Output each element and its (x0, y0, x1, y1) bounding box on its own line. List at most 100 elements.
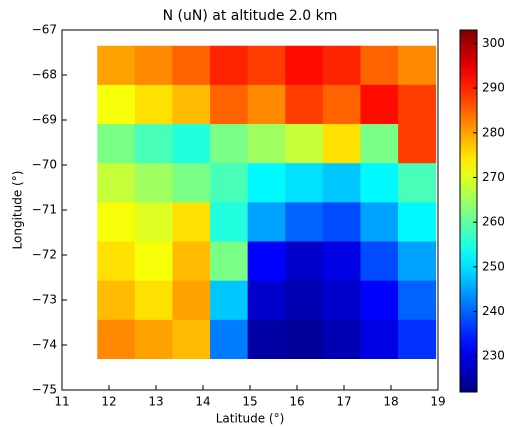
heat-cell (134, 124, 173, 164)
heat-cell (285, 124, 324, 164)
heat-cell (247, 163, 286, 203)
heat-cell (97, 45, 136, 86)
heat-cell (322, 84, 361, 125)
chart-title: N (uN) at altitude 2.0 km (163, 8, 338, 24)
heat-cell (134, 202, 173, 242)
y-axis-label: Longitude (°) (11, 171, 25, 250)
heat-cell (97, 280, 136, 321)
x-tick-label: 12 (101, 395, 116, 409)
heat-cell (360, 202, 399, 242)
heat-cell (210, 163, 249, 203)
heat-cell (247, 202, 286, 242)
colorbar-tick-label: 290 (482, 81, 505, 95)
x-tick-label: 14 (195, 395, 210, 409)
heat-cell (285, 319, 324, 359)
heat-cell (322, 163, 361, 203)
heat-cell (285, 241, 324, 282)
heat-cell (322, 319, 361, 359)
heat-cell (247, 280, 286, 321)
x-tick-label: 15 (242, 395, 257, 409)
x-axis-label: Latitude (°) (216, 412, 285, 426)
y-tick-label: −73 (32, 293, 57, 307)
colorbar (459, 29, 478, 393)
heat-cell (285, 202, 324, 242)
heat-cell (97, 124, 136, 164)
heat-cell (97, 163, 136, 203)
heat-cell (172, 202, 211, 242)
heat-cell (134, 241, 173, 282)
heat-cell (322, 45, 361, 86)
heat-cell (172, 84, 211, 125)
heat-cell (360, 319, 399, 359)
x-tick-label: 16 (289, 395, 304, 409)
heat-cell (360, 280, 399, 321)
heat-cell (134, 163, 173, 203)
heat-cell (172, 319, 211, 359)
heat-cell (210, 45, 249, 86)
heat-cell (210, 202, 249, 242)
heat-cell (210, 84, 249, 125)
heat-cell (172, 124, 211, 164)
heat-cell (210, 319, 249, 359)
heat-cell (285, 280, 324, 321)
colorbar-tick-label: 250 (482, 259, 505, 273)
y-tick-label: −67 (32, 23, 57, 37)
heat-cell (210, 280, 249, 321)
heat-cell (210, 241, 249, 282)
heat-cell (398, 280, 437, 321)
heat-cell (134, 84, 173, 125)
heat-cell (97, 241, 136, 282)
heat-cell (210, 124, 249, 164)
heat-cell (172, 280, 211, 321)
heat-cell (134, 319, 173, 359)
colorbar-tick-label: 300 (482, 36, 505, 50)
heat-cell (172, 241, 211, 282)
heat-cell (97, 319, 136, 359)
heat-cell (360, 45, 399, 86)
heat-cell (97, 202, 136, 242)
heat-cell (285, 84, 324, 125)
heat-cell (360, 163, 399, 203)
heat-cell (398, 319, 437, 359)
heat-cell (360, 124, 399, 164)
colorbar-tick-label: 260 (482, 215, 505, 229)
y-tick-label: −75 (32, 383, 57, 397)
heat-cell (97, 84, 136, 125)
x-tick-label: 13 (148, 395, 163, 409)
y-tick-label: −70 (32, 158, 57, 172)
heat-cell (398, 241, 437, 282)
heat-cell (360, 241, 399, 282)
y-tick-label: −72 (32, 248, 57, 262)
heat-cell (285, 163, 324, 203)
heat-cell (322, 202, 361, 242)
x-tick-label: 17 (336, 395, 351, 409)
heat-cell (247, 45, 286, 86)
heat-cell (247, 124, 286, 164)
heat-cell (360, 84, 399, 125)
heat-cell (398, 45, 437, 86)
y-tick-label: −68 (32, 68, 57, 82)
heat-cell (172, 45, 211, 86)
heat-cell (247, 319, 286, 359)
x-tick-label: 19 (430, 395, 445, 409)
heat-cell (134, 280, 173, 321)
heat-cell (322, 124, 361, 164)
heat-cell (172, 163, 211, 203)
x-tick-label: 18 (383, 395, 398, 409)
colorbar-tick-label: 270 (482, 170, 505, 184)
heat-cell (398, 163, 437, 203)
heat-cell (247, 241, 286, 282)
heat-cell (322, 280, 361, 321)
colorbar-tick-label: 230 (482, 349, 505, 363)
y-tick-label: −71 (32, 203, 57, 217)
colorbar-tick-label: 280 (482, 125, 505, 139)
heat-cell (398, 124, 437, 164)
colorbar-tick-label: 240 (482, 304, 505, 318)
heat-cell (398, 202, 437, 242)
y-tick-label: −69 (32, 113, 57, 127)
x-tick-label: 11 (54, 395, 69, 409)
heat-cell (247, 84, 286, 125)
heat-cell (322, 241, 361, 282)
heat-cell (285, 45, 324, 86)
